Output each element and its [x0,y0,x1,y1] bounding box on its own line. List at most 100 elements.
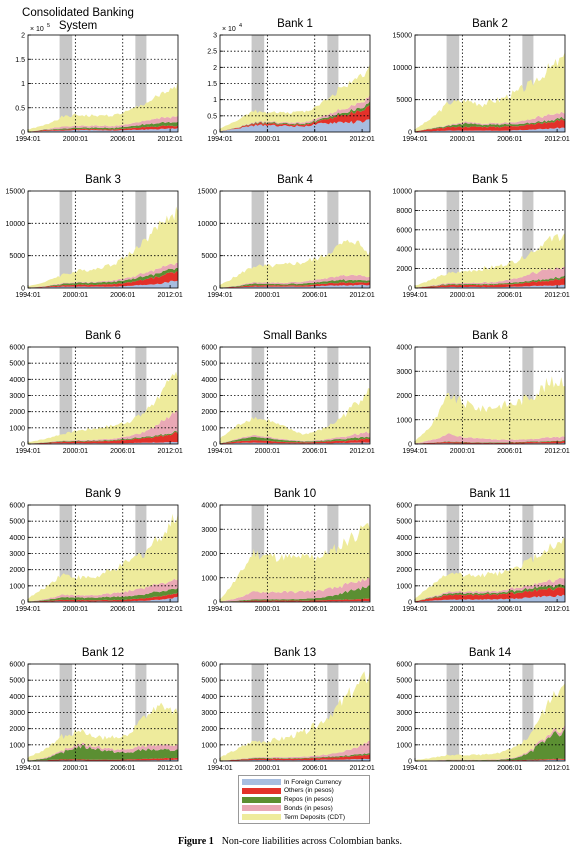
x-tick-label: 2012:01 [349,292,374,299]
legend-label: Others (in pesos) [284,787,334,795]
y-tick-label: 6000 [396,662,412,669]
area-others-in-pesos [415,440,565,444]
area-in-foreign-currency [28,441,178,444]
x-tick-label: 1994:01 [402,606,427,613]
legend-item: Others (in pesos) [242,787,334,795]
y-tick-label: 5000 [9,253,25,260]
x-tick-label: 2000:01 [450,765,475,772]
area-in-foreign-currency [28,596,178,602]
area-in-foreign-currency [220,758,370,761]
x-tick-label: 2012:01 [544,136,569,143]
area-repos-in-pesos [28,121,178,132]
y-tick-label: 3000 [396,551,412,558]
chart-title: Bank 6 [85,330,121,342]
area-repos-in-pesos [220,753,370,761]
area-term-deposits-cdt [220,388,370,444]
y-tick-label: 4000 [396,694,412,701]
x-tick-label: 2006:01 [302,136,327,143]
legend-item: In Foreign Currency [242,778,341,786]
y-tick-label: 3 [213,33,217,40]
y-tick-label: 0 [21,130,25,137]
area-in-foreign-currency [28,127,178,132]
y-tick-label: 2 [213,65,217,72]
y-tick-label: 2 [21,33,25,40]
legend-item: Bonds (in pesos) [242,804,333,812]
x-tick-label: 1994:01 [15,606,40,613]
area-term-deposits-cdt [28,206,178,288]
area-bonds-in-pesos [415,111,565,132]
area-bonds-in-pesos [220,740,370,761]
y-tick-label: 6000 [9,662,25,669]
y-tick-label: 5000 [201,678,217,685]
area-term-deposits-cdt [415,233,565,288]
area-bonds-in-pesos [415,433,565,444]
x-tick-label: 2006:01 [497,606,522,613]
area-term-deposits-cdt [220,239,370,288]
area-bonds-in-pesos [28,262,178,288]
x-tick-label: 2000:01 [63,606,88,613]
chart-title: Bank 11 [469,488,510,500]
area-others-in-pesos [220,598,370,602]
area-bonds-in-pesos [415,266,565,288]
area-term-deposits-cdt [415,51,565,132]
y-tick-label: 10000 [198,221,218,228]
y-tick-label: 1 [213,97,217,104]
x-tick-label: 2006:01 [110,136,135,143]
x-tick-label: 2012:01 [544,448,569,455]
y-tick-label: 6000 [201,345,217,352]
y-tick-label: 2.5 [207,49,217,56]
chart-title: Small Banks [263,330,327,342]
area-term-deposits-cdt [28,80,178,132]
y-tick-label: 2000 [9,409,25,416]
area-bonds-in-pesos [220,577,370,602]
y-tick-label: 1000 [9,583,25,590]
chart-title-line2: System [59,20,97,32]
x-tick-label: 2006:01 [302,448,327,455]
x-tick-label: 2000:01 [450,448,475,455]
caption-text: Non-core liabilities across Colombian ba… [221,836,402,847]
x-tick-label: 1994:01 [207,292,232,299]
y-tick-label: 2000 [396,393,412,400]
area-repos-in-pesos [415,583,565,602]
x-tick-label: 2012:01 [157,292,182,299]
y-tick-label: 4000 [9,377,25,384]
x-tick-label: 1994:01 [15,765,40,772]
y-tick-label: 2000 [9,567,25,574]
legend-swatch [242,814,281,821]
area-repos-in-pesos [28,267,178,288]
recession-band [522,191,534,288]
chart-panel: 0 5000 10000 15000 1994:01 2000:01 2006:01 2012… [198,174,375,299]
legend-label: Bonds (in pesos) [284,804,333,812]
y-tick-label: 4000 [201,694,217,701]
y-tick-label: 2000 [396,726,412,733]
legend-label: In Foreign Currency [284,778,342,786]
figure-caption: Figure 1 Non-core liabilities across Colo… [0,836,580,847]
chart-panel: 0 1000 2000 3000 4000 5000 6000 1994:01 2000:01 2… [201,647,374,772]
y-tick-label: 15000 [393,33,413,40]
area-bonds-in-pesos [220,431,370,444]
recession-band [251,191,265,288]
area-repos-in-pesos [28,430,178,444]
y-tick-label: 3000 [201,710,217,717]
y-tick-label: 4000 [396,345,412,352]
area-term-deposits-cdt [220,523,370,602]
chart-title: Consolidated Banking [22,7,134,19]
y-tick-label: 1000 [396,417,412,424]
y-tick-label: 3000 [9,393,25,400]
chart-title: Bank 12 [82,647,124,659]
area-bonds-in-pesos [28,409,178,444]
y-tick-label: 10000 [393,189,413,196]
y-tick-label: 3000 [201,527,217,534]
plot-frame [414,34,566,133]
y-tick-label: 6000 [9,503,25,510]
y-tick-label: 8000 [396,208,412,215]
chart-title: Bank 8 [472,330,508,342]
chart-panel: 0 1000 2000 3000 4000 5000 6000 1994:01 2000:01 2… [9,488,182,613]
y-tick-label: 4000 [396,535,412,542]
chart-title: Bank 3 [85,174,121,186]
y-tick-label: 0 [21,759,25,766]
area-others-in-pesos [220,282,370,288]
y-tick-label: 0 [408,442,412,449]
y-tick-label: 6000 [9,345,25,352]
x-tick-label: 2006:01 [302,606,327,613]
